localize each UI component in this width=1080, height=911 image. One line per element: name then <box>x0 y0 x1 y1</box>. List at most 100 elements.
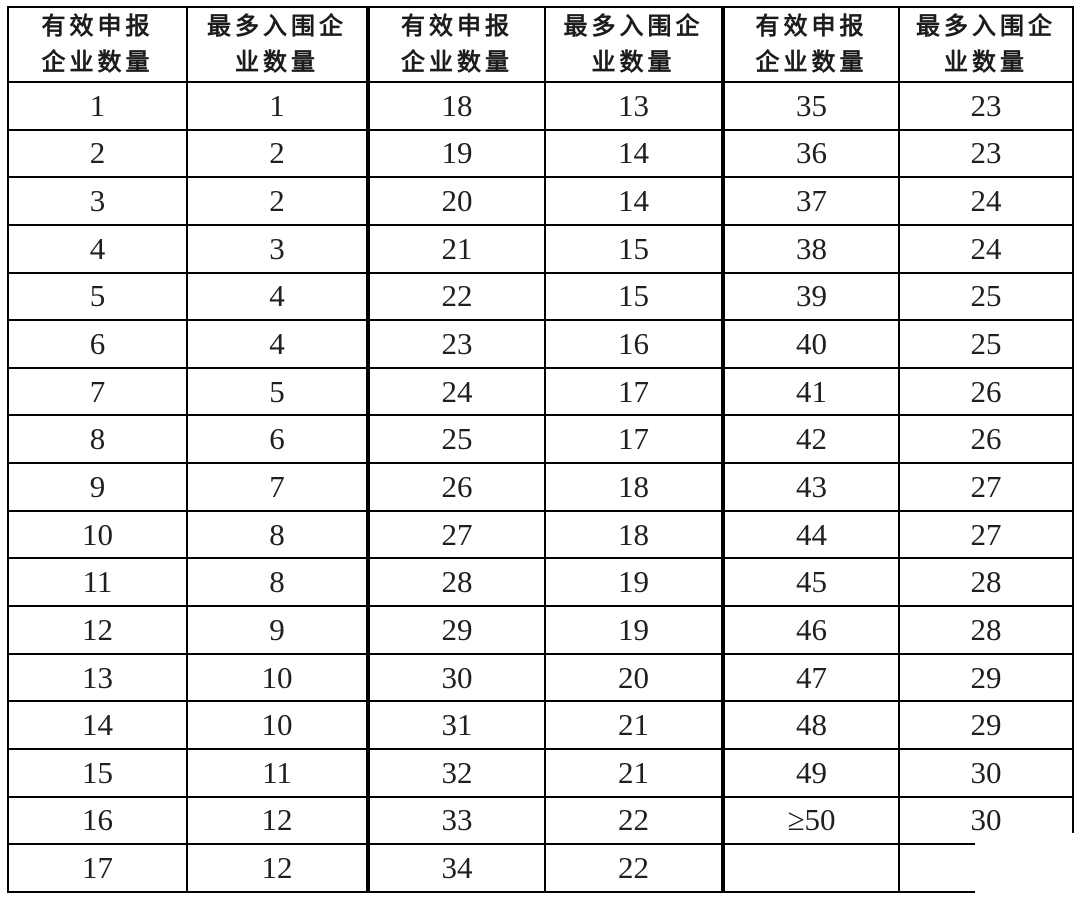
table-cell: 26 <box>366 462 546 512</box>
table-row: 3 2 20 14 37 24 <box>7 176 1074 226</box>
table-cell: 21 <box>544 747 724 798</box>
table-row: 6 4 23 16 40 25 <box>7 319 1074 369</box>
table-cell: 15 <box>544 223 724 274</box>
table-cell: 28 <box>366 557 546 608</box>
header-row: 有效申报 企业数量 最多入围企 业数量 有效申报 企业数量 最多入围企 业数量 … <box>7 6 1074 83</box>
table-cell: 29 <box>366 605 546 655</box>
table-cell: 27 <box>898 462 1074 512</box>
table-row: 14 10 31 21 48 29 <box>7 700 1074 750</box>
table-cell: 14 <box>544 176 724 226</box>
table-cell: 26 <box>898 366 1074 417</box>
header-label: 业数量 <box>235 48 319 76</box>
table-cell: 3 <box>7 176 188 226</box>
table-cell: 1 <box>7 81 188 131</box>
header-label: 企业数量 <box>755 48 868 76</box>
table-cell: 22 <box>544 795 724 846</box>
table-cell: 47 <box>721 652 900 703</box>
table-row: 12 9 29 19 46 28 <box>7 605 1074 655</box>
table-cell: 39 <box>721 271 900 322</box>
table-cell: 8 <box>186 557 369 608</box>
table-cell: 15 <box>7 747 188 798</box>
table-cell: 20 <box>544 652 724 703</box>
table-cell: 25 <box>898 271 1074 322</box>
table-cell: 21 <box>366 223 546 274</box>
table-cell: 20 <box>366 176 546 226</box>
header-label: 业数量 <box>944 48 1028 76</box>
table-cell: ≥50 <box>721 795 900 846</box>
table-cell: 44 <box>721 509 900 560</box>
header-label: 企业数量 <box>41 48 154 76</box>
table-cell: 30 <box>898 747 1074 798</box>
table-cell: 23 <box>366 319 546 369</box>
table-cell: 36 <box>721 128 900 179</box>
table-cell: 24 <box>898 223 1074 274</box>
table-cell: 19 <box>544 605 724 655</box>
table-cell: 22 <box>366 271 546 322</box>
table-row: 11 8 28 19 45 28 <box>7 557 1074 608</box>
header-label: 最多入围企 <box>563 12 704 40</box>
table-row: 9 7 26 18 43 27 <box>7 462 1074 512</box>
table-cell: 16 <box>7 795 188 846</box>
header-label: 最多入围企 <box>916 12 1056 40</box>
table-row: 5 4 22 15 39 25 <box>7 271 1074 322</box>
table-cell: 13 <box>544 81 724 131</box>
table-cell: 30 <box>366 652 546 703</box>
table-cell: 17 <box>544 366 724 417</box>
table-cell: 43 <box>721 462 900 512</box>
header-label: 有效申报 <box>755 12 868 40</box>
table-cell: 18 <box>366 81 546 131</box>
table-cell: 27 <box>898 509 1074 560</box>
table-cell: 37 <box>721 176 900 226</box>
table-cell: 27 <box>366 509 546 560</box>
table-cell: 4 <box>7 223 188 274</box>
table-cell: 23 <box>898 128 1074 179</box>
table-cell: 2 <box>186 128 369 179</box>
header-valid-applicants-3: 有效申报 企业数量 <box>721 6 900 83</box>
header-label: 最多入围企 <box>207 12 347 40</box>
table-row: 2 2 19 14 36 23 <box>7 128 1074 179</box>
table-cell: 48 <box>721 700 900 750</box>
table-cell: 23 <box>898 81 1074 131</box>
enterprise-quota-table: 有效申报 企业数量 最多入围企 业数量 有效申报 企业数量 最多入围企 业数量 … <box>7 6 1074 893</box>
header-label: 有效申报 <box>41 12 154 40</box>
header-valid-applicants-2: 有效申报 企业数量 <box>366 6 546 83</box>
table-cell: 45 <box>721 557 900 608</box>
table-cell: 14 <box>7 700 188 750</box>
table-cell: 19 <box>366 128 546 179</box>
header-label: 企业数量 <box>401 48 513 76</box>
table-row: 4 3 21 15 38 24 <box>7 223 1074 274</box>
table-cell: 7 <box>186 462 369 512</box>
table-cell: 38 <box>721 223 900 274</box>
table-cell: 25 <box>366 414 546 465</box>
table-cell: 33 <box>366 795 546 846</box>
header-valid-applicants-1: 有效申报 企业数量 <box>7 6 188 83</box>
table-cell: 17 <box>544 414 724 465</box>
header-label: 有效申报 <box>401 12 513 40</box>
table-cell: 49 <box>721 747 900 798</box>
table-cell: 17 <box>7 843 188 893</box>
table-row: 17 12 34 22 <box>7 843 1074 893</box>
table-cell: 40 <box>721 319 900 369</box>
table-cell: 10 <box>186 652 369 703</box>
table-cell: 18 <box>544 462 724 512</box>
table-cell: 22 <box>544 843 724 893</box>
table-cell: 10 <box>186 700 369 750</box>
table-cell: 5 <box>7 271 188 322</box>
table-row: 15 11 32 21 49 30 <box>7 747 1074 798</box>
table-cell: 13 <box>7 652 188 703</box>
table-cell: 25 <box>898 319 1074 369</box>
table-cell: 6 <box>186 414 369 465</box>
table-cell: 15 <box>544 271 724 322</box>
table-cell: 11 <box>186 747 369 798</box>
header-label: 业数量 <box>591 48 676 76</box>
table-cell: 8 <box>7 414 188 465</box>
table-cell: 12 <box>186 795 369 846</box>
table-cell: 26 <box>898 414 1074 465</box>
table-cell: 28 <box>898 557 1074 608</box>
table-cell <box>721 843 900 893</box>
table-row: 10 8 27 18 44 27 <box>7 509 1074 560</box>
table-row: 7 5 24 17 41 26 <box>7 366 1074 417</box>
table-cell: 32 <box>366 747 546 798</box>
table-cell: 12 <box>7 605 188 655</box>
table-row: 8 6 25 17 42 26 <box>7 414 1074 465</box>
